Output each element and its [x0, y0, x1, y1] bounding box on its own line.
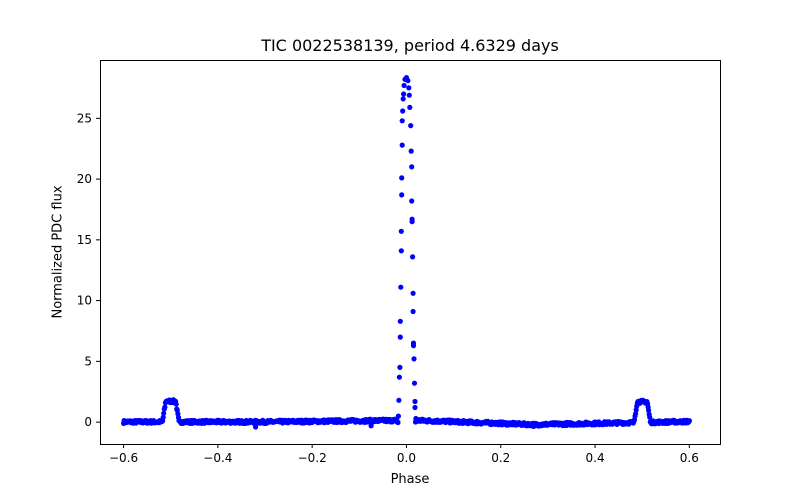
data-point: [399, 192, 405, 198]
data-point: [410, 290, 416, 296]
data-point: [412, 398, 418, 405]
y-tick-label: 10: [77, 294, 92, 308]
data-point: [398, 248, 404, 254]
data-point: [400, 108, 406, 114]
data-point: [173, 401, 179, 407]
data-point: [406, 92, 412, 98]
data-point: [408, 123, 414, 129]
data-point: [646, 407, 652, 413]
data-point: [405, 78, 411, 84]
data-point: [396, 374, 402, 380]
data-point: [401, 91, 407, 97]
chart-title: TIC 0022538139, period 4.6329 days: [261, 36, 559, 55]
data-point: [400, 96, 406, 102]
data-point: [399, 118, 405, 124]
x-tick-label: −0.6: [109, 451, 138, 465]
data-point: [409, 198, 415, 204]
data-point: [162, 404, 168, 410]
y-axis-ticks: 0 5 10 15 20 25: [77, 111, 100, 429]
data-point: [401, 82, 407, 89]
y-tick-label: 0: [84, 415, 92, 429]
data-point: [413, 415, 419, 422]
data-point: [399, 142, 405, 148]
data-point: [410, 343, 417, 349]
data-point: [398, 228, 404, 234]
data-point: [398, 284, 404, 290]
data-point: [409, 219, 415, 225]
data-point: [397, 318, 403, 324]
x-tick-label: 0.0: [397, 451, 416, 465]
data-point: [396, 397, 402, 403]
x-axis-ticks: −0.6 −0.4 −0.2 0.0 0.2 0.4 0.6: [109, 444, 699, 465]
axes-frame: [100, 60, 721, 445]
data-point: [160, 414, 166, 420]
data-point: [407, 104, 413, 110]
data-point: [368, 423, 374, 429]
data-point: [411, 380, 418, 386]
data-point: [406, 85, 412, 91]
x-tick-label: 0.6: [680, 451, 699, 465]
data-point: [395, 413, 401, 419]
data-point: [399, 175, 405, 181]
x-tick-label: 0.4: [586, 451, 605, 465]
x-tick-label: 0.2: [491, 451, 510, 465]
data-point: [686, 418, 693, 424]
data-point: [647, 414, 653, 420]
y-tick-label: 20: [77, 172, 92, 186]
data-point: [161, 410, 167, 416]
data-point: [397, 364, 403, 370]
data-point: [408, 148, 414, 154]
data-point: [397, 334, 403, 340]
x-axis-label: Phase: [390, 472, 430, 487]
y-tick-label: 15: [77, 233, 92, 247]
data-point: [410, 308, 416, 315]
data-point: [253, 424, 259, 430]
data-point: [409, 164, 415, 170]
y-tick-label: 5: [84, 354, 92, 368]
data-point: [411, 356, 417, 362]
data-point: [412, 404, 418, 411]
data-point: [395, 419, 401, 426]
x-tick-label: −0.4: [203, 451, 232, 465]
data-point: [531, 423, 537, 429]
y-tick-label: 25: [77, 111, 92, 125]
data-point: [410, 254, 416, 260]
x-tick-label: −0.2: [298, 451, 327, 465]
data-points: [121, 75, 693, 430]
y-axis-label: Normalized PDC flux: [50, 185, 66, 319]
